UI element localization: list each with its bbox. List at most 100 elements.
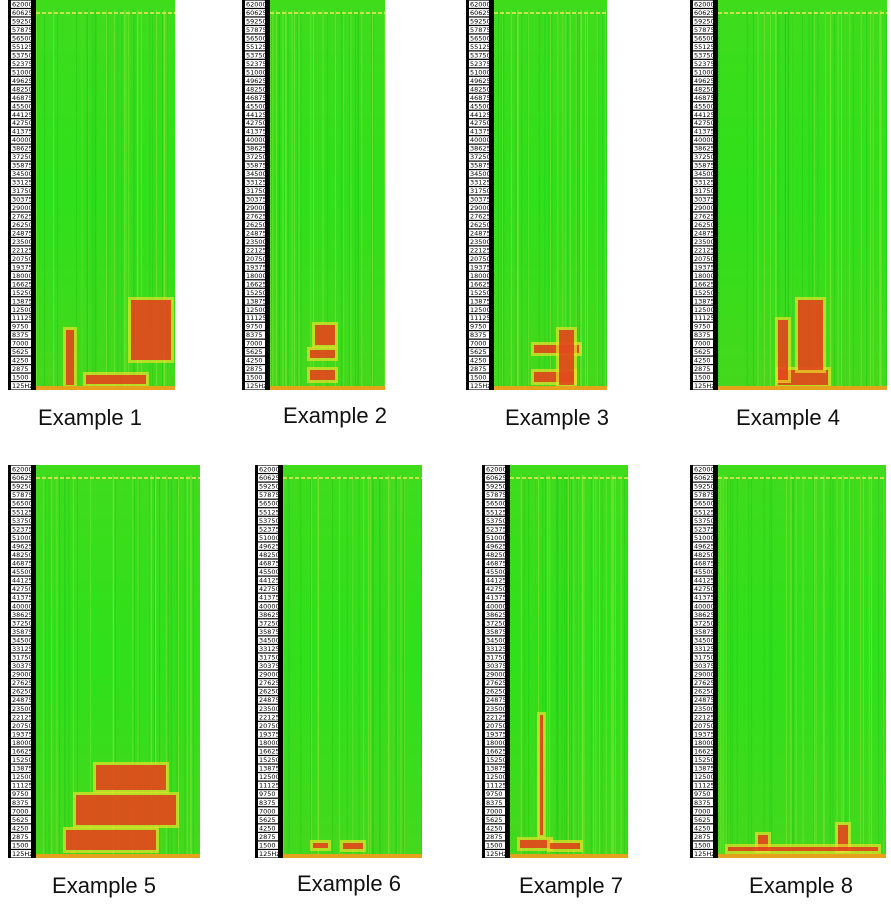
frequency-tick-label: 38625 <box>694 145 715 153</box>
frequency-tick-label: 9750 <box>470 323 487 331</box>
tick-box <box>693 144 713 153</box>
frequency-tick-label: 56500 <box>694 500 715 508</box>
frequency-tick-label: 125Hz <box>694 382 715 390</box>
tick-box <box>11 764 31 772</box>
streak <box>526 10 528 390</box>
frequency-tick-label: 48250 <box>12 551 33 559</box>
tick-box <box>258 662 278 670</box>
tick-box <box>485 832 505 841</box>
tick-box <box>11 627 31 636</box>
frequency-tick-label: 5625 <box>470 348 487 356</box>
tick-box <box>11 798 31 807</box>
frequency-tick-label: 19375 <box>486 730 507 738</box>
activity <box>520 840 550 848</box>
panel-label: Example 6 <box>297 871 401 896</box>
streak <box>503 10 505 390</box>
tick-box <box>693 790 713 798</box>
streak <box>421 475 422 858</box>
tick-box <box>11 42 31 51</box>
streak <box>298 10 300 390</box>
tick-box <box>693 636 713 644</box>
frequency-tick-label: 16625 <box>12 280 33 288</box>
frequency-tick-label: 55125 <box>259 508 280 516</box>
tick-box <box>693 85 713 93</box>
streak <box>825 10 827 390</box>
streak <box>503 10 504 390</box>
frequency-tick-label: 11125 <box>259 782 280 790</box>
frequency-tick-label: 44125 <box>259 577 280 585</box>
streak <box>785 475 787 858</box>
frequency-tick-label: 49625 <box>486 542 507 550</box>
tick-box <box>693 645 713 653</box>
streak <box>149 10 151 390</box>
tick-box <box>11 195 31 203</box>
streak <box>164 10 166 390</box>
tick-box <box>258 610 278 619</box>
tick-box <box>258 764 278 772</box>
streak <box>394 475 396 858</box>
streak <box>310 475 311 858</box>
frequency-tick-label: 34500 <box>694 636 715 644</box>
frequency-tick-label: 19375 <box>12 730 33 738</box>
frequency-tick-label: 7000 <box>246 340 263 348</box>
streak <box>95 10 97 390</box>
frequency-tick-label: 34500 <box>470 170 491 178</box>
frequency-tick-label: 34500 <box>259 636 280 644</box>
tick-box <box>469 314 489 322</box>
frequency-tick-label: 35875 <box>12 162 33 170</box>
streak <box>595 475 597 858</box>
frequency-tick-label: 26250 <box>486 688 507 696</box>
tick-box <box>485 474 505 482</box>
tick-box <box>258 499 278 508</box>
tick-box <box>693 850 713 858</box>
tick-box <box>245 85 265 93</box>
streak <box>581 10 582 390</box>
streak <box>192 475 194 858</box>
tick-box <box>258 576 278 585</box>
frequency-tick-label: 52375 <box>246 60 267 68</box>
frequency-tick-label: 5625 <box>12 816 29 824</box>
streak <box>296 10 298 390</box>
frequency-tick-label: 23500 <box>246 238 267 246</box>
frequency-tick-label: 1500 <box>246 374 263 382</box>
tick-box <box>11 17 31 25</box>
tick-box <box>11 136 31 144</box>
tick-box <box>11 568 31 576</box>
tick-box <box>11 773 31 781</box>
tick-box <box>693 76 713 85</box>
streak <box>544 10 546 390</box>
tick-box <box>11 551 31 559</box>
streak <box>802 475 804 858</box>
frequency-tick-label: 40000 <box>12 136 33 144</box>
frequency-tick-label: 38625 <box>246 145 267 153</box>
frequency-tick-label: 24875 <box>470 229 491 237</box>
tick-box <box>11 9 31 17</box>
frequency-tick-label: 24875 <box>12 696 33 704</box>
tick-box <box>693 841 713 849</box>
tick-box <box>11 841 31 849</box>
streak <box>829 10 831 390</box>
frequency-tick-label: 1500 <box>259 841 276 849</box>
frequency-tick-label: 37250 <box>259 619 280 627</box>
tick-box <box>693 730 713 738</box>
streak <box>155 10 157 390</box>
tick-box <box>245 153 265 161</box>
frequency-tick-label: 7000 <box>694 807 711 815</box>
streak <box>191 475 193 858</box>
frequency-tick-label: 8375 <box>246 331 263 339</box>
frequency-tick-label: 59250 <box>12 17 33 25</box>
streak <box>340 10 342 390</box>
streak <box>372 10 373 390</box>
frequency-tick-label: 57875 <box>12 26 33 34</box>
frequency-tick-label: 13875 <box>12 765 33 773</box>
frequency-tick-label: 53750 <box>12 51 33 59</box>
frequency-tick-label: 31750 <box>694 187 715 195</box>
tick-box <box>469 85 489 93</box>
streak <box>834 10 835 390</box>
frequency-tick-label: 24875 <box>486 696 507 704</box>
tick-box <box>469 348 489 356</box>
frequency-tick-label: 8375 <box>694 799 711 807</box>
tick-box <box>485 516 505 525</box>
tick-box <box>693 93 713 102</box>
frequency-tick-label: 29000 <box>486 671 507 679</box>
